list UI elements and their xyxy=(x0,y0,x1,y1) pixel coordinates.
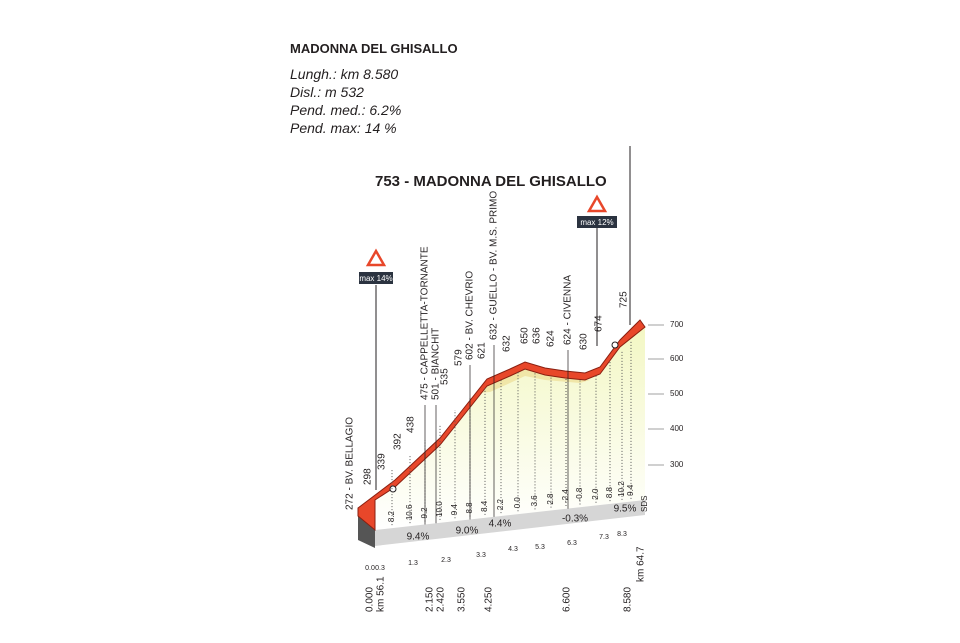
waypoint-label: 475 - CAPPELLETTA-TORNANTE xyxy=(420,246,431,400)
altitude-label: 579 xyxy=(454,349,465,366)
distance-label: 3.550 xyxy=(457,587,468,612)
altitude-label: 674 xyxy=(594,315,605,332)
km-mark: 1.3 xyxy=(408,560,418,567)
altitude-label: 632 xyxy=(502,335,513,352)
km-gradient: 10.2 xyxy=(617,481,626,497)
segment-gradient: -0.3% xyxy=(562,514,588,525)
summit-label: 753 - MADONNA DEL GHISALLO xyxy=(375,173,607,190)
km-gradient: 9.2 xyxy=(420,507,429,519)
km-mark: 6.3 xyxy=(567,540,577,547)
km-gradient: 10.0 xyxy=(435,501,444,517)
km-gradient: 0.0 xyxy=(513,497,522,509)
sign-label: max 14% xyxy=(359,274,392,283)
stat: Pend. max: 14 % xyxy=(290,120,397,136)
km-gradient: -2.4 xyxy=(561,489,570,503)
altitude-tick-label: 600 xyxy=(670,354,684,363)
altitude-label: 636 xyxy=(532,327,543,344)
segment-gradient: 9.5% xyxy=(614,504,637,515)
altitude-tick-label: 500 xyxy=(670,389,684,398)
km-gradient: 2.0 xyxy=(591,488,600,500)
altitude-tick-label: 300 xyxy=(670,460,684,469)
altitude-label: 392 xyxy=(393,433,404,450)
road-label: SDS xyxy=(640,496,649,512)
distance-label: 6.600 xyxy=(562,587,573,612)
segment-gradient: 9.0% xyxy=(456,526,479,537)
km-mark: 4.3 xyxy=(508,546,518,553)
altitude-label: 535 xyxy=(440,368,451,385)
km-mark: 8.3 xyxy=(617,531,627,538)
km-mark: 0.0 xyxy=(365,565,375,572)
km-label: km 64.7 xyxy=(636,546,647,582)
profile-fill xyxy=(375,327,645,530)
segment-gradient: 4.4% xyxy=(489,519,512,530)
altitude-tick-label: 400 xyxy=(670,424,684,433)
km-gradient: 8.2 xyxy=(387,510,396,522)
altitude-label: 624 xyxy=(546,330,557,347)
waypoint-label: 624 - CIVENNA xyxy=(563,275,574,345)
altitude-label: 621 xyxy=(477,342,488,359)
stat: Pend. med.: 6.2% xyxy=(290,102,401,118)
km-gradient: 8.8 xyxy=(605,486,614,498)
climb-title: MADONNA DEL GHISALLO xyxy=(290,41,458,56)
sign-box xyxy=(577,216,617,228)
warning-sign xyxy=(586,194,608,213)
km-mark: 3.3 xyxy=(476,552,486,559)
segment-gradient: 9.4% xyxy=(407,532,430,543)
waypoint-label: 602 - BV. CHEVRIO xyxy=(465,271,476,360)
km-gradient: 3.6 xyxy=(530,495,539,507)
altitude-label: 298 xyxy=(363,468,374,485)
km-gradient: 10.6 xyxy=(405,504,414,520)
km-label: km 56.1 xyxy=(376,576,387,612)
distance-label: 0.000 xyxy=(365,587,376,612)
waypoint-label: 632 - GUELLO - BV. M.S. PRIMO xyxy=(489,191,500,340)
altitude-label: 650 xyxy=(520,327,531,344)
km-gradient: 2.8 xyxy=(546,493,555,505)
km-gradient: -0.8 xyxy=(575,487,584,501)
waypoint-label: 501 - BIANCHIT xyxy=(431,328,442,400)
waypoint-label: 272 - BV. BELLAGIO xyxy=(345,417,356,510)
km-gradient: 9.4 xyxy=(450,504,459,516)
km-mark: 0.3 xyxy=(375,565,385,572)
km-gradient: 2.2 xyxy=(496,498,505,510)
km-mark: 7.3 xyxy=(599,534,609,541)
base-strip xyxy=(375,500,645,546)
altitude-tick-label: 700 xyxy=(670,320,684,329)
altitude-label: 725 xyxy=(619,291,630,308)
sign-box xyxy=(359,272,393,284)
side-face xyxy=(358,516,375,548)
km-gradient: 8.8 xyxy=(465,502,474,514)
sign-label: max 12% xyxy=(580,218,613,227)
distance-label: 8.580 xyxy=(623,587,634,612)
sign-point xyxy=(389,485,397,493)
altitude-label: 339 xyxy=(377,453,388,470)
distance-label: 4.250 xyxy=(484,587,495,612)
km-gradient: 8.4 xyxy=(480,500,489,512)
sign-point xyxy=(611,341,619,349)
profile-highlight xyxy=(478,369,590,393)
km-gradient: 9.4 xyxy=(626,484,635,496)
warning-sign xyxy=(365,248,387,267)
altitude-label: 630 xyxy=(579,333,590,350)
distance-label: 2.420 xyxy=(436,587,447,612)
km-mark: 5.3 xyxy=(535,544,545,551)
km-mark: 2.3 xyxy=(441,557,451,564)
distance-label: 2.150 xyxy=(425,587,436,612)
stat: Disl.: m 532 xyxy=(290,84,364,100)
altitude-label: 438 xyxy=(406,416,417,433)
stat: Lungh.: km 8.580 xyxy=(290,66,398,82)
